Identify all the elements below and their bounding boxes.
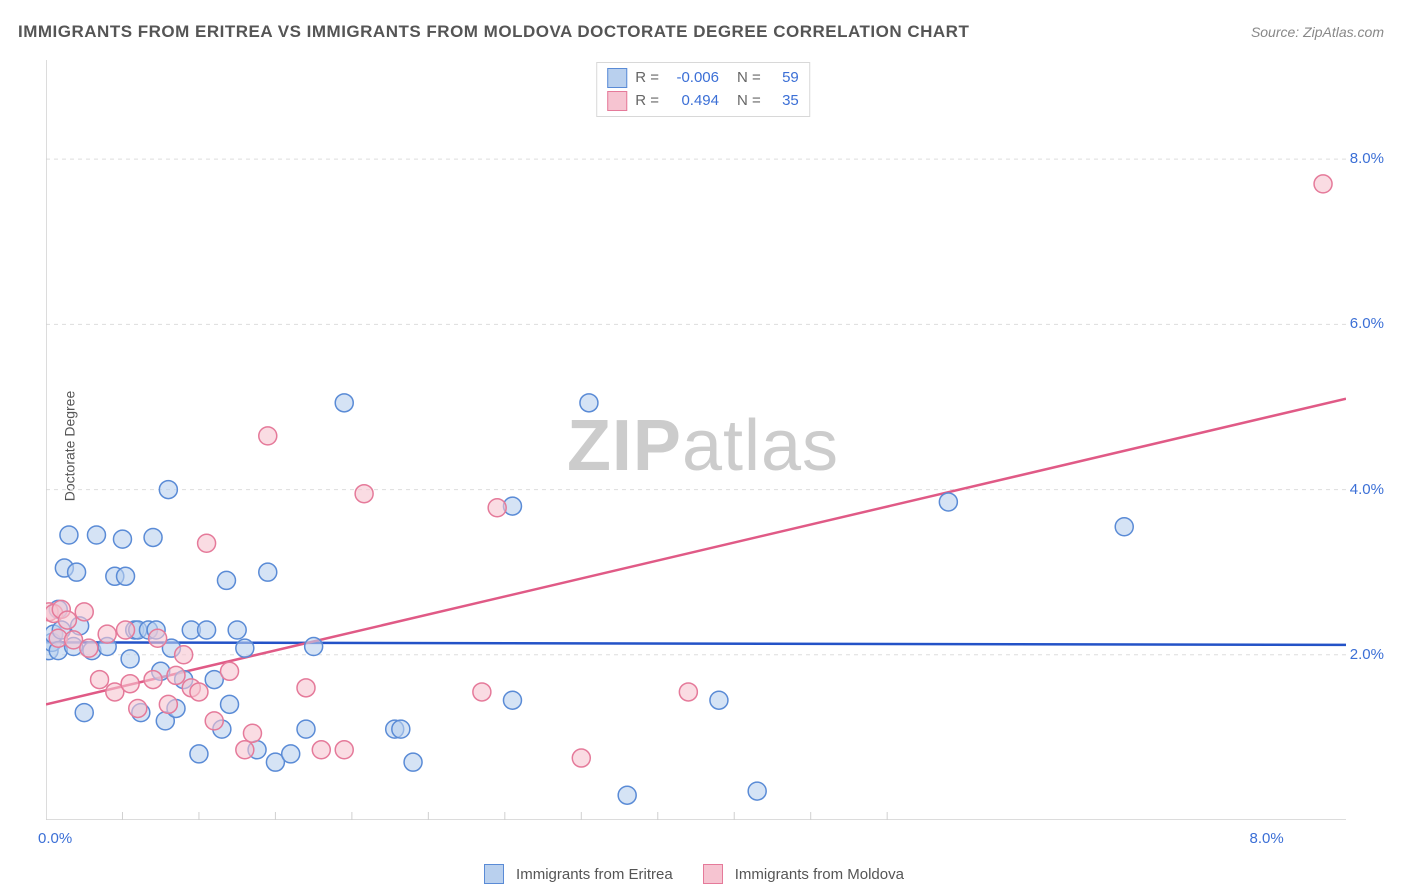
swatch-eritrea (607, 68, 627, 88)
legend-swatch-moldova (703, 864, 723, 884)
stat-r-eritrea: -0.006 (667, 67, 719, 90)
stat-n-eritrea: 59 (769, 67, 799, 90)
stats-legend-box: R =-0.006 N =59R =0.494 N =35 (596, 62, 810, 117)
x-axis-max-label: 8.0% (1250, 830, 1284, 847)
source-attribution: Source: ZipAtlas.com (1251, 24, 1384, 40)
bottom-legend: Immigrants from Eritrea Immigrants from M… (0, 864, 1406, 884)
stats-row-eritrea: R =-0.006 N =59 (607, 67, 799, 90)
stat-n-moldova: 35 (769, 90, 799, 113)
scatter-plot (46, 60, 1346, 820)
legend-swatch-eritrea (484, 864, 504, 884)
chart-title: IMMIGRANTS FROM ERITREA VS IMMIGRANTS FR… (18, 22, 969, 42)
y-tick-label: 6.0% (1350, 315, 1384, 332)
x-axis-min-label: 0.0% (38, 830, 72, 847)
y-tick-label: 8.0% (1350, 150, 1384, 167)
y-tick-label: 4.0% (1350, 481, 1384, 498)
y-tick-label: 2.0% (1350, 646, 1384, 663)
swatch-moldova (607, 91, 627, 111)
legend-label-eritrea: Immigrants from Eritrea (516, 866, 673, 883)
stats-row-moldova: R =0.494 N =35 (607, 90, 799, 113)
legend-label-moldova: Immigrants from Moldova (735, 866, 904, 883)
stat-r-moldova: 0.494 (667, 90, 719, 113)
